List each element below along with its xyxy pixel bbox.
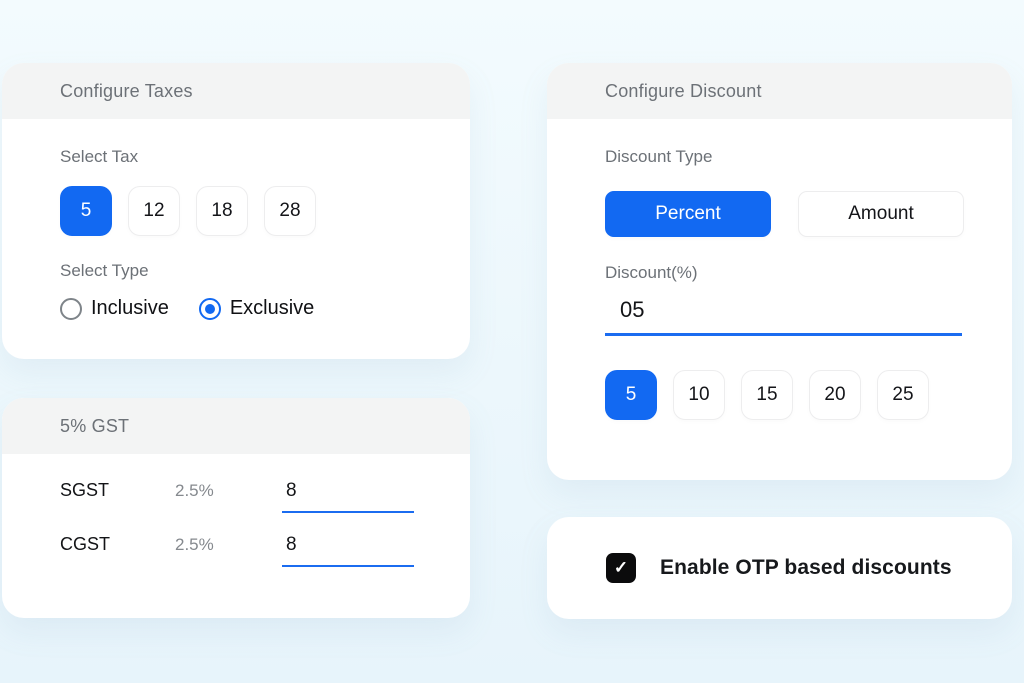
discount-value-input[interactable] [605, 297, 962, 336]
discount-quick-options-row: 5 10 15 20 25 [605, 370, 1012, 420]
radio-label-exclusive: Exclusive [229, 297, 315, 319]
otp-discounts-card: ✓ Enable OTP based discounts [547, 517, 1012, 619]
checkmark-icon: ✓ [613, 557, 629, 577]
select-tax-label: Select Tax [60, 147, 139, 166]
tax-option-5[interactable]: 5 [60, 186, 112, 236]
tax-option-28[interactable]: 28 [264, 186, 316, 236]
gst-row-sgst: SGST 2.5% [60, 480, 470, 513]
discount-type-toggle: Percent Amount [605, 191, 1012, 237]
gst-breakdown-card: 5% GST SGST 2.5% CGST 2.5% [2, 398, 470, 618]
gst-breakdown-body: SGST 2.5% CGST 2.5% [2, 480, 470, 567]
discount-option-20[interactable]: 20 [809, 370, 861, 420]
configure-taxes-header: Configure Taxes [2, 63, 470, 119]
radio-option-inclusive[interactable]: Inclusive [60, 297, 169, 320]
radio-selected-icon[interactable] [198, 297, 221, 320]
cgst-value-input[interactable] [282, 534, 414, 567]
radio-unselected-icon[interactable] [60, 297, 82, 320]
configure-discount-card: Configure Discount Discount Type Percent… [547, 63, 1012, 480]
otp-discounts-label: Enable OTP based discounts [660, 556, 952, 579]
cgst-label: CGST [60, 534, 111, 554]
tax-type-radio-group: Inclusive Exclusive [60, 297, 470, 320]
tax-option-18[interactable]: 18 [196, 186, 248, 236]
sgst-label: SGST [60, 480, 110, 500]
discount-option-5[interactable]: 5 [605, 370, 657, 420]
discount-option-15[interactable]: 15 [741, 370, 793, 420]
cgst-rate: 2.5% [175, 535, 214, 554]
gst-breakdown-title: 5% GST [60, 415, 130, 436]
tax-option-12[interactable]: 12 [128, 186, 180, 236]
discount-percent-label: Discount(%) [605, 263, 698, 282]
configure-discount-title: Configure Discount [605, 80, 762, 101]
otp-discounts-checkbox[interactable]: ✓ [606, 553, 636, 583]
radio-option-exclusive[interactable]: Exclusive [198, 297, 315, 320]
select-type-label: Select Type [60, 261, 149, 280]
discount-type-amount-button[interactable]: Amount [798, 191, 964, 237]
discount-type-label: Discount Type [605, 147, 713, 166]
discount-type-percent-button[interactable]: Percent [605, 191, 771, 237]
configure-taxes-body: Select Tax 5 12 18 28 Select Type Inclus… [2, 147, 470, 320]
radio-label-inclusive: Inclusive [91, 297, 169, 319]
configure-discount-header: Configure Discount [547, 63, 1012, 119]
gst-breakdown-header: 5% GST [2, 398, 470, 454]
configure-taxes-title: Configure Taxes [60, 80, 193, 101]
configure-discount-body: Discount Type Percent Amount Discount(%)… [547, 147, 1012, 420]
sgst-rate: 2.5% [175, 481, 214, 500]
discount-option-25[interactable]: 25 [877, 370, 929, 420]
discount-option-10[interactable]: 10 [673, 370, 725, 420]
configure-taxes-card: Configure Taxes Select Tax 5 12 18 28 Se… [2, 63, 470, 359]
tax-options-row: 5 12 18 28 [60, 186, 470, 236]
sgst-value-input[interactable] [282, 480, 414, 513]
gst-row-cgst: CGST 2.5% [60, 534, 470, 567]
